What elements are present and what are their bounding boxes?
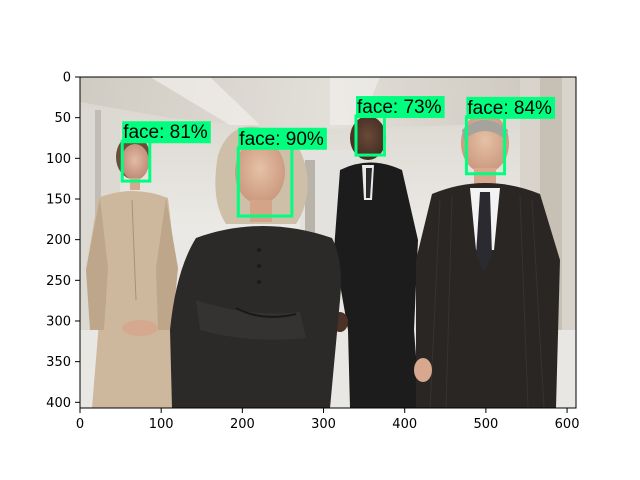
y-tick-label: 100 [46, 152, 71, 167]
detection-label-bg [122, 121, 211, 144]
y-tick-label: 250 [46, 274, 71, 289]
x-tick-label: 500 [473, 417, 498, 432]
detection-label: face: 81% [123, 122, 208, 143]
x-tick-label: 100 [149, 417, 174, 432]
x-axis-ticks: 0 100 200 300 400 500 600 [76, 408, 580, 432]
face-detection[interactable]: face: 73% [354, 96, 445, 157]
x-tick-label: 300 [311, 417, 336, 432]
x-tick-label: 600 [555, 417, 580, 432]
photo-image [80, 77, 576, 408]
detection-label: face: 90% [239, 129, 324, 150]
detection-label-bg [466, 96, 556, 119]
x-tick-label: 400 [392, 417, 417, 432]
detections-layer: face: 81% face: 90% face: 73% face: 84% [120, 96, 556, 218]
face-detection[interactable]: face: 90% [236, 127, 327, 218]
detection-label-bg [356, 96, 445, 119]
y-tick-label: 300 [46, 314, 71, 329]
y-axis-ticks: 0 50 100 150 200 250 300 350 400 [46, 71, 80, 411]
y-tick-label: 400 [46, 396, 71, 411]
detection-label: face: 73% [357, 97, 442, 118]
x-tick-label: 0 [76, 417, 84, 432]
detection-label: face: 84% [467, 98, 552, 119]
y-tick-label: 350 [46, 355, 71, 370]
y-tick-label: 0 [63, 71, 71, 86]
y-tick-label: 200 [46, 233, 71, 248]
x-tick-label: 200 [230, 417, 255, 432]
face-detection[interactable]: face: 81% [120, 121, 211, 183]
axes-frame [79, 76, 577, 409]
y-tick-label: 50 [54, 111, 71, 126]
detection-label-bg [238, 127, 327, 150]
y-tick-label: 150 [46, 192, 71, 207]
face-detection[interactable]: face: 84% [464, 96, 556, 176]
